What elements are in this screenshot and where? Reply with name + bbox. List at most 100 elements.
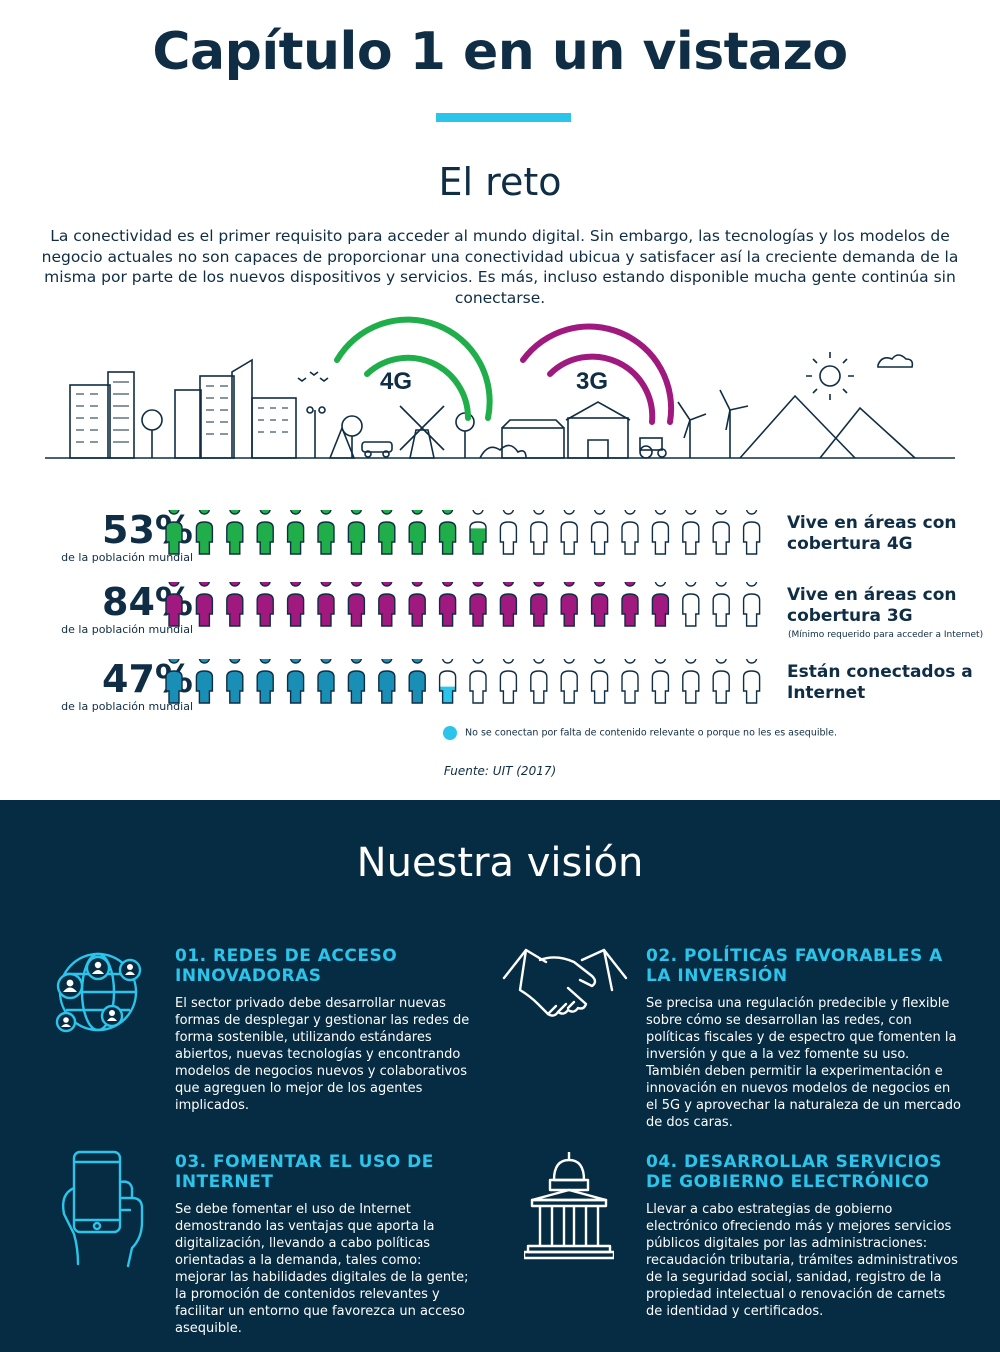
person-icon bbox=[560, 659, 578, 704]
person-icon bbox=[742, 659, 761, 704]
stat-sub: de la población mundial bbox=[61, 623, 193, 636]
person-icon bbox=[195, 510, 214, 555]
person-icon bbox=[195, 659, 214, 704]
handshake-icon bbox=[502, 948, 628, 1017]
person-icon bbox=[438, 582, 457, 627]
signal-4g-arc-inner bbox=[364, 354, 472, 421]
person-icon bbox=[256, 582, 274, 627]
stat-label: Vive en áreas con cobertura 3G bbox=[787, 585, 957, 626]
person-icon bbox=[226, 582, 244, 627]
signal-3g-arc-inner bbox=[547, 353, 656, 425]
stat-label: Vive en áreas con cobertura 4G bbox=[787, 513, 957, 554]
person-icon bbox=[165, 582, 183, 627]
vision-item-text: Se precisa una regulación predecible y f… bbox=[646, 996, 961, 1130]
stat-row-internet: 47% de la población mundial Están conect… bbox=[40, 657, 980, 729]
person-icon bbox=[621, 510, 639, 555]
person-icon bbox=[621, 659, 639, 704]
person-icon bbox=[742, 582, 761, 627]
vision-item-4: 04. DESARROLLAR SERVICIOS DE GOBIERNO EL… bbox=[646, 1152, 961, 1320]
stat-row-4g: 53% de la población mundial Vive en área… bbox=[40, 508, 980, 580]
vision-section: Nuestra visión 01. REDES DE ACCESO INNOV… bbox=[0, 800, 1000, 1352]
network-globe-icon bbox=[55, 952, 142, 1033]
person-icon bbox=[438, 510, 457, 555]
person-icon bbox=[499, 510, 518, 555]
person-icon bbox=[682, 582, 700, 627]
person-icon bbox=[469, 510, 487, 555]
person-icon bbox=[408, 510, 426, 555]
person-icon bbox=[408, 582, 426, 627]
vision-item-text: El sector privado debe desarrollar nueva… bbox=[175, 996, 470, 1113]
person-icon bbox=[682, 510, 700, 555]
government-building-icon bbox=[524, 1152, 614, 1260]
legend-dot bbox=[443, 726, 457, 740]
person-icon bbox=[317, 510, 335, 555]
vision-title: Nuestra visión bbox=[356, 840, 644, 886]
signal-3g-arc-outer bbox=[520, 323, 675, 425]
person-icon bbox=[226, 659, 244, 704]
vision-item-3: 03. FOMENTAR EL USO DE INTERNET Se debe … bbox=[175, 1152, 475, 1337]
person-icon bbox=[499, 582, 518, 627]
stat-row-3g: 84% de la población mundial Vive en área… bbox=[40, 580, 983, 652]
vision-item-title: 01. REDES DE ACCESO INNOVADORAS bbox=[175, 946, 398, 986]
person-icon bbox=[256, 659, 274, 704]
people-pictogram-internet bbox=[165, 659, 761, 704]
person-icon bbox=[165, 510, 183, 555]
person-icon bbox=[590, 659, 609, 704]
person-icon bbox=[226, 510, 244, 555]
person-icon bbox=[560, 510, 578, 555]
person-icon bbox=[317, 582, 335, 627]
person-icon bbox=[590, 582, 609, 627]
city-countryside-illustration: 4G 3G bbox=[45, 316, 955, 459]
people-pictogram-3g bbox=[165, 582, 761, 627]
person-icon bbox=[621, 582, 639, 627]
person-icon bbox=[438, 659, 457, 704]
stat-note: (Mínimo requerido para acceder a Interne… bbox=[788, 630, 984, 640]
person-icon bbox=[651, 659, 670, 704]
vision-item-text: Llevar a cabo estrategias de gobierno el… bbox=[646, 1202, 958, 1319]
person-icon bbox=[195, 582, 214, 627]
intro-paragraph: La conectividad es el primer requisito p… bbox=[41, 227, 959, 307]
stat-sub: de la población mundial bbox=[61, 700, 193, 713]
person-icon bbox=[530, 510, 548, 555]
label-4g: 4G bbox=[380, 368, 412, 395]
title-underline bbox=[436, 113, 571, 122]
person-icon bbox=[408, 659, 426, 704]
vision-item-title: 03. FOMENTAR EL USO DE INTERNET bbox=[175, 1152, 434, 1192]
person-icon bbox=[347, 510, 366, 555]
person-icon bbox=[347, 659, 366, 704]
person-icon bbox=[378, 582, 396, 627]
person-icon bbox=[286, 510, 305, 555]
person-icon bbox=[469, 582, 487, 627]
signal-4g-arc-outer bbox=[334, 316, 493, 421]
person-icon bbox=[286, 582, 305, 627]
person-icon bbox=[590, 510, 609, 555]
person-icon bbox=[560, 582, 578, 627]
label-3g: 3G bbox=[576, 368, 608, 395]
smartphone-hand-icon bbox=[61, 1150, 144, 1268]
source-note: Fuente: UIT (2017) bbox=[443, 764, 557, 778]
legend: No se conectan por falta de contenido re… bbox=[443, 726, 837, 740]
person-icon bbox=[712, 582, 730, 627]
legend-text: No se conectan por falta de contenido re… bbox=[465, 727, 838, 739]
person-icon bbox=[712, 510, 730, 555]
person-icon bbox=[286, 659, 305, 704]
person-icon bbox=[651, 582, 670, 627]
vision-item-1: 01. REDES DE ACCESO INNOVADORAS El secto… bbox=[175, 946, 475, 1114]
person-icon bbox=[712, 659, 730, 704]
stat-label: Están conectados a Internet bbox=[787, 662, 973, 703]
people-pictogram-4g bbox=[165, 510, 761, 555]
section-subtitle: El reto bbox=[438, 160, 562, 204]
person-icon bbox=[530, 582, 548, 627]
page-title: Capítulo 1 en un vistazo bbox=[152, 22, 848, 82]
person-icon bbox=[742, 510, 761, 555]
person-icon bbox=[651, 510, 670, 555]
person-icon bbox=[347, 582, 366, 627]
vision-item-title: 02. POLÍTICAS FAVORABLES A LA INVERSIÓN bbox=[646, 946, 943, 986]
person-icon bbox=[256, 510, 274, 555]
challenge-section: Capítulo 1 en un vistazo El reto La cone… bbox=[40, 22, 984, 778]
vision-item-title: 04. DESARROLLAR SERVICIOS DE GOBIERNO EL… bbox=[646, 1152, 943, 1192]
person-icon bbox=[378, 510, 396, 555]
person-icon bbox=[165, 659, 183, 704]
vision-item-2: 02. POLÍTICAS FAVORABLES A LA INVERSIÓN … bbox=[646, 946, 961, 1131]
stat-sub: de la población mundial bbox=[61, 551, 193, 564]
